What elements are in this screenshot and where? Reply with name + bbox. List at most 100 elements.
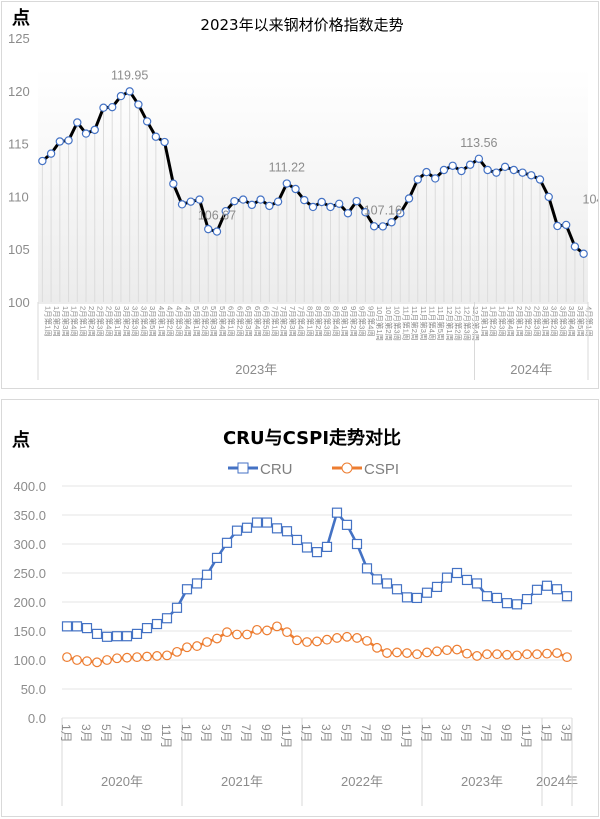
data-point-cru <box>501 598 513 609</box>
x-tick-label: 7月第1周 <box>270 306 280 337</box>
data-point-cspi <box>132 652 142 663</box>
data-point <box>527 171 536 180</box>
x-tick-label: 5月 <box>219 724 233 743</box>
data-point-cru <box>281 526 293 537</box>
data-point <box>116 91 126 101</box>
data-point <box>151 132 161 141</box>
x-tick-label: 1月 <box>299 724 313 743</box>
x-tick-label: 5月 <box>459 724 473 743</box>
y-tick-label: 50.0 <box>21 682 46 697</box>
y-tick-label: 0.0 <box>28 711 46 726</box>
x-tick-label: 12月第1周 <box>445 306 455 341</box>
x-tick-label: 4月第1周 <box>585 306 595 337</box>
data-point-cspi <box>232 629 242 640</box>
data-point-cspi <box>432 646 442 657</box>
data-point-cspi <box>402 648 412 658</box>
data-point-cspi <box>472 651 482 661</box>
data-point-cru <box>421 587 433 598</box>
x-tick-label: 3月 <box>79 724 93 743</box>
y-tick-label: 115 <box>8 137 29 152</box>
x-tick-label: 2月第3周 <box>532 306 542 337</box>
x-tick-label: 7月第4周 <box>297 306 307 337</box>
data-point <box>396 209 405 218</box>
data-point <box>46 149 56 158</box>
x-tick-label: 5月 <box>99 724 113 743</box>
data-point-cspi <box>412 649 422 660</box>
x-tick-label: 7月第2周 <box>279 306 289 337</box>
x-tick-label: 1月第2周 <box>489 306 499 337</box>
x-tick-label: 3月 <box>559 724 573 743</box>
data-label: 106.67 <box>198 209 236 223</box>
data-point-cru <box>141 623 153 634</box>
data-point <box>404 194 414 203</box>
x-tick-label: 12月第3周 <box>462 306 472 341</box>
x-tick-label: 9月第2周 <box>349 306 359 337</box>
y-tick-label: 300.0 <box>13 537 46 552</box>
data-point-cspi <box>192 641 202 651</box>
legend-cspi-marker <box>341 462 353 474</box>
data-point-cspi <box>202 637 212 647</box>
data-point <box>500 162 510 172</box>
x-tick-label: 2月第2周 <box>524 306 534 337</box>
data-point-cspi <box>422 647 432 658</box>
x-tick-label: 7月第3周 <box>288 306 298 337</box>
data-point-cspi <box>552 648 562 658</box>
data-label: 111.22 <box>269 161 305 175</box>
x-tick-label: 7月 <box>119 724 133 743</box>
chart-title: 2023年以来钢材价格指数走势 <box>200 16 403 34</box>
y-tick-label: 100.0 <box>13 653 46 668</box>
legend-cru-label: CRU <box>260 461 293 478</box>
data-point-cru <box>381 578 393 589</box>
x-tick-label: 1月 <box>419 724 433 743</box>
y-unit-label: 点 <box>12 7 30 29</box>
data-point <box>221 206 230 216</box>
data-point <box>230 196 239 206</box>
data-point <box>465 160 475 169</box>
data-point <box>212 227 222 236</box>
x-tick-label: 7月 <box>359 724 373 743</box>
x-tick-label: 1月第2周 <box>52 306 62 337</box>
x-tick-label: 3月第5周 <box>148 306 158 337</box>
x-tick-label: 12月第4周 <box>471 306 481 341</box>
x-tick-label: 3月 <box>439 724 453 743</box>
data-point-cspi <box>482 649 492 660</box>
x-tick-label: 6月第3周 <box>244 306 254 337</box>
x-tick-label: 1月第3周 <box>61 306 71 337</box>
data-point <box>326 202 335 212</box>
data-point-cspi <box>272 621 282 632</box>
year-label: 2023年 <box>235 362 277 377</box>
x-tick-label: 3月第3周 <box>131 306 141 337</box>
year-label: 2023年 <box>461 774 503 789</box>
data-point <box>474 154 484 164</box>
data-point <box>134 100 143 109</box>
x-tick-label: 8月第4周 <box>331 306 341 337</box>
data-point-cru <box>71 621 83 632</box>
x-tick-label: 3月第5周 <box>576 306 586 337</box>
data-point <box>369 222 379 231</box>
data-point-cspi <box>72 655 82 665</box>
x-tick-label: 11月第5周 <box>436 306 446 340</box>
data-point-cspi <box>92 657 102 668</box>
data-point-cspi <box>522 649 532 660</box>
data-point <box>273 197 283 206</box>
data-point <box>518 168 527 177</box>
x-tick-label: 9月第4周 <box>366 306 376 337</box>
x-tick-label: 6月第5周 <box>262 306 272 337</box>
data-point-cspi <box>82 656 92 667</box>
data-point <box>492 168 501 177</box>
x-tick-label: 11月 <box>399 724 413 748</box>
y-tick-label: 110 <box>8 189 29 204</box>
data-point-cru <box>201 569 213 580</box>
y-tick-label: 400.0 <box>13 479 46 494</box>
data-point <box>256 195 265 204</box>
data-point-cspi <box>562 652 572 663</box>
data-point-cru <box>391 584 403 595</box>
x-tick-label: 1月第3周 <box>497 306 507 337</box>
steel-price-index-chart: 点 2023年以来钢材价格指数走势 100 105 110 115 120 125 119.… <box>8 7 598 380</box>
y-tick-label: 125 <box>8 31 30 46</box>
x-tick-label: 4月第1周 <box>157 306 167 337</box>
data-point-cru <box>291 534 303 546</box>
y-tick-label: 105 <box>8 242 30 257</box>
data-point-cspi <box>222 627 232 638</box>
data-point-cru <box>401 592 413 603</box>
